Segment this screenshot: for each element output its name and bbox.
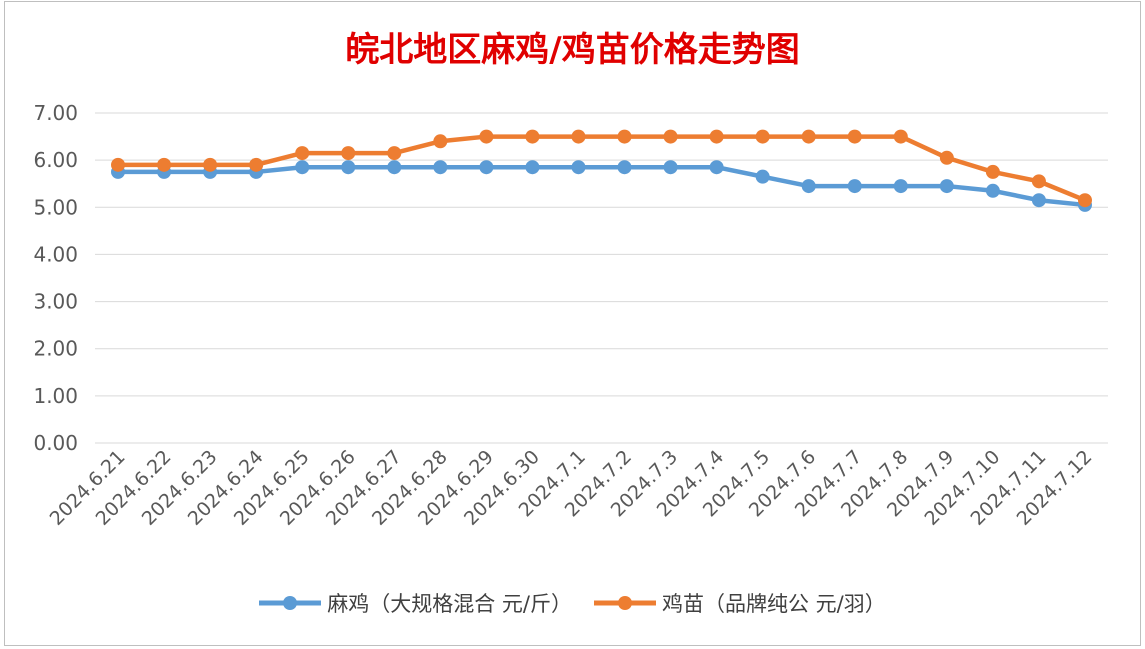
data-point xyxy=(479,160,494,175)
series-line-1 xyxy=(118,134,1086,203)
y-tick-label: 1.00 xyxy=(33,384,78,408)
legend-label-1: 鸡苗（品牌纯公 元/羽） xyxy=(662,592,886,616)
y-tick-label: 3.00 xyxy=(33,290,78,314)
data-point xyxy=(295,160,310,175)
data-point xyxy=(755,129,770,144)
data-point xyxy=(341,160,356,175)
x-axis-ticks: 2024.6.212024.6.222024.6.232024.6.242024… xyxy=(46,446,1097,530)
data-point xyxy=(295,146,310,161)
y-axis-ticks: 0.00 1.00 2.00 3.00 4.00 5.00 6.00 7.00 xyxy=(33,101,78,455)
data-point xyxy=(387,160,402,175)
legend-swatch-1 xyxy=(594,596,656,610)
y-tick-label: 4.00 xyxy=(33,242,78,266)
data-point xyxy=(203,157,218,172)
data-point xyxy=(433,134,448,149)
series-lines xyxy=(111,129,1092,212)
data-point xyxy=(571,160,586,175)
data-point xyxy=(387,146,402,161)
data-point xyxy=(709,129,724,144)
legend-swatch-0 xyxy=(259,596,322,610)
legend-item-0: 麻鸡（大规格混合 元/斤） xyxy=(259,588,572,618)
y-tick-label: 2.00 xyxy=(33,337,78,361)
data-point xyxy=(617,129,632,144)
data-point xyxy=(755,169,770,184)
data-point xyxy=(433,160,448,175)
gridlines xyxy=(95,112,1108,444)
legend: 麻鸡（大规格混合 元/斤） 鸡苗（品牌纯公 元/羽） xyxy=(0,588,1145,618)
data-point xyxy=(939,179,954,194)
legend-label-0: 麻鸡（大规格混合 元/斤） xyxy=(327,592,572,616)
data-point xyxy=(617,160,632,175)
data-point xyxy=(479,129,494,144)
y-tick-label: 7.00 xyxy=(33,101,78,125)
data-point xyxy=(341,146,356,161)
data-point xyxy=(111,157,126,172)
data-point xyxy=(847,129,862,144)
data-point xyxy=(985,183,1000,198)
data-point xyxy=(709,160,724,175)
data-point xyxy=(801,179,816,194)
data-point xyxy=(663,160,678,175)
data-point xyxy=(985,164,1000,179)
data-point xyxy=(1031,174,1046,189)
data-point xyxy=(939,150,954,165)
data-point xyxy=(571,129,586,144)
y-tick-label: 0.00 xyxy=(33,431,78,455)
data-point xyxy=(249,157,264,172)
data-point xyxy=(157,157,172,172)
data-point xyxy=(1031,193,1046,208)
data-point xyxy=(525,129,540,144)
chart-frame xyxy=(4,1,1141,646)
data-point xyxy=(663,129,678,144)
data-point xyxy=(893,129,908,144)
series-line-0 xyxy=(118,164,1086,208)
data-point xyxy=(1077,193,1092,208)
chart-title: 皖北地区麻鸡/鸡苗价格走势图 xyxy=(345,30,800,70)
data-point xyxy=(801,129,816,144)
y-tick-label: 5.00 xyxy=(33,195,78,219)
data-point xyxy=(525,160,540,175)
data-point xyxy=(893,179,908,194)
data-point xyxy=(847,179,862,194)
legend-item-1: 鸡苗（品牌纯公 元/羽） xyxy=(594,588,886,618)
y-tick-label: 6.00 xyxy=(33,148,78,172)
